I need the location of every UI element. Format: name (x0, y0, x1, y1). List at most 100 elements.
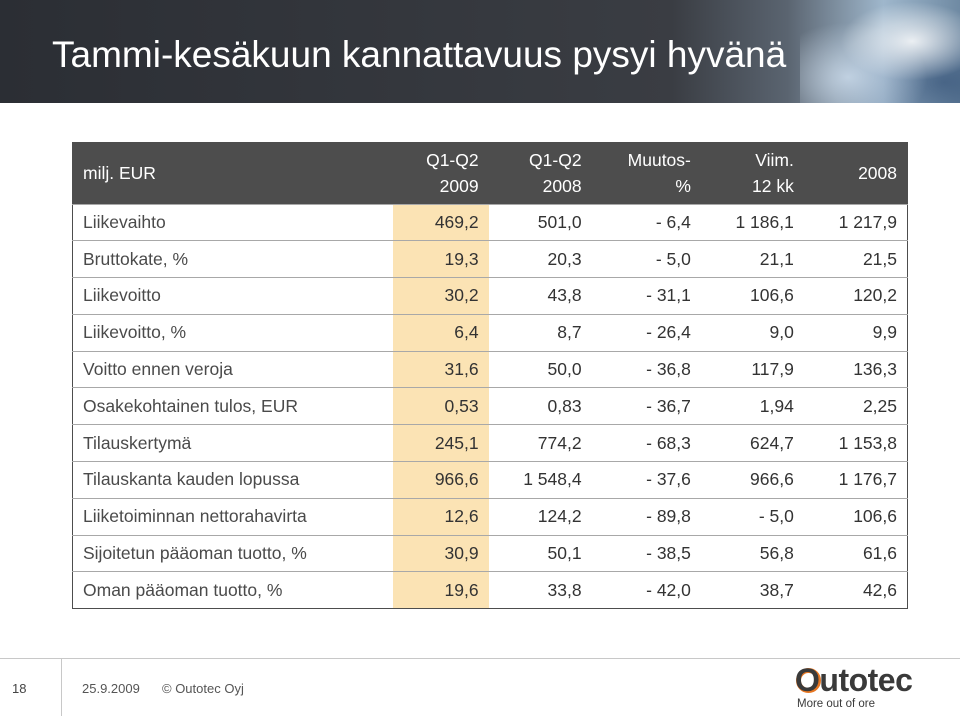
table-cell: 6,4 (393, 314, 489, 352)
table-cell: 30,2 (393, 277, 489, 315)
table-cell: 966,6 (393, 461, 489, 499)
table-cell: 12,6 (393, 498, 489, 536)
header-line2: 2009 (439, 175, 479, 196)
table-cell: - 6,4 (591, 204, 701, 242)
table-row: Tilauskanta kauden lopussa 966,6 1 548,4- … (72, 461, 908, 499)
header-line1: Viim. (755, 149, 794, 170)
table-cell: 38,7 (700, 571, 804, 610)
footer-divider (0, 658, 960, 659)
table-row: Liiketoiminnan nettorahavirta 12,6 124,2- … (72, 498, 908, 536)
row-label: Osakekohtainen tulos, EUR (72, 387, 394, 426)
table-cell: 624,7 (700, 424, 804, 463)
table-cell: 43,8 (488, 277, 592, 315)
table-cell: 106,6 (803, 498, 908, 536)
table-cell: 117,9 (700, 351, 804, 389)
table-cell: 120,2 (803, 277, 908, 315)
table-cell: - 5,0 (700, 498, 804, 536)
table-cell: 124,2 (488, 498, 592, 536)
header-line2: 12 kk (752, 175, 794, 196)
logo-tagline: More out of ore (797, 698, 875, 710)
outotec-logo: Outotec More out of ore (795, 662, 915, 714)
table-row: Liikevoitto, % 6,4 8,7- 26,4 9,0 9,9 (72, 314, 908, 352)
row-label: Voitto ennen veroja (72, 351, 394, 389)
header-q1q2-2008: Q1-Q2 2008 (488, 142, 592, 205)
table-cell: 966,6 (700, 461, 804, 499)
table-cell: - 38,5 (591, 535, 701, 573)
header-unit: milj. EUR (72, 142, 394, 205)
table-cell: 50,0 (488, 351, 592, 389)
table-cell: 30,9 (393, 535, 489, 573)
footer-date: 25.9.2009 (82, 681, 140, 696)
table-cell: 1 153,8 (803, 424, 908, 463)
header-line2: % (675, 175, 691, 196)
header-line1: Q1-Q2 (426, 149, 479, 170)
table-cell: 1 186,1 (700, 204, 804, 242)
table-cell: - 31,1 (591, 277, 701, 315)
table-row: Bruttokate, % 19,3 20,3- 5,0 21,1 21,5 (72, 240, 908, 279)
header-line1: Q1-Q2 (529, 149, 582, 170)
table-cell: - 42,0 (591, 571, 701, 610)
logo-wordmark: Outotec (795, 662, 913, 698)
table-cell: 136,3 (803, 351, 908, 389)
header-q1q2-2009: Q1-Q2 2009 (393, 142, 489, 205)
table-cell: - 26,4 (591, 314, 701, 352)
header-change-pct: Muutos- % (591, 142, 701, 205)
table-cell: 61,6 (803, 535, 908, 573)
row-label: Bruttokate, % (72, 240, 394, 279)
table-cell: 20,3 (488, 240, 592, 279)
header-wave-image (800, 0, 960, 103)
header-line2: 2008 (542, 175, 582, 196)
table-cell: 9,9 (803, 314, 908, 352)
table-cell: 1 217,9 (803, 204, 908, 242)
table-cell: 106,6 (700, 277, 804, 315)
slide-header: Tammi-kesäkuun kannattavuus pysyi hyvänä (0, 0, 960, 103)
slide-title: Tammi-kesäkuun kannattavuus pysyi hyvänä (52, 34, 787, 75)
table-cell: 56,8 (700, 535, 804, 573)
financials-table: milj. EUR Q1-Q2 2009 Q1-Q2 2008 Muutos- … (72, 142, 908, 610)
table-cell: 469,2 (393, 204, 489, 242)
table-cell: 8,7 (488, 314, 592, 352)
row-label: Sijoitetun pääoman tuotto, % (72, 535, 394, 573)
table-row: Oman pääoman tuotto, % 19,6 33,8- 42,0 38,7… (72, 571, 908, 610)
table-row: Liikevaihto 469,2 501,0- 6,4 1 186,1 1 217,9 (72, 204, 908, 242)
row-label: Liikevaihto (72, 204, 394, 242)
table-row: Voitto ennen veroja 31,6 50,0- 36,8 117,9 13… (72, 351, 908, 389)
table-cell: 21,5 (803, 240, 908, 279)
table-cell: - 68,3 (591, 424, 701, 463)
table-cell: 2,25 (803, 387, 908, 426)
footer-copyright: © Outotec Oyj (162, 681, 244, 696)
table-cell: 1 176,7 (803, 461, 908, 499)
table-cell: 19,3 (393, 240, 489, 279)
row-label: Tilauskertymä (72, 424, 394, 463)
table-cell: 42,6 (803, 571, 908, 610)
table-header-row: milj. EUR Q1-Q2 2009 Q1-Q2 2008 Muutos- … (72, 142, 908, 205)
row-label: Liikevoitto (72, 277, 394, 315)
table-cell: 774,2 (488, 424, 592, 463)
table-cell: 0,83 (488, 387, 592, 426)
table-row: Osakekohtainen tulos, EUR 0,53 0,83- 36,7 1… (72, 387, 908, 426)
table-cell: - 89,8 (591, 498, 701, 536)
table-cell: - 37,6 (591, 461, 701, 499)
header-line2: 2008 (858, 162, 897, 183)
table-cell: 21,1 (700, 240, 804, 279)
table-cell: - 5,0 (591, 240, 701, 279)
table-row: Liikevoitto 30,2 43,8- 31,1 106,6 120,2 (72, 277, 908, 315)
page-number: 18 (0, 659, 62, 716)
header-last-12m: Viim. 12 kk (700, 142, 804, 205)
table-cell: - 36,7 (591, 387, 701, 426)
table-cell: 1 548,4 (488, 461, 592, 499)
row-label: Tilauskanta kauden lopussa (72, 461, 394, 499)
table-cell: 31,6 (393, 351, 489, 389)
table-body: Liikevaihto 469,2 501,0- 6,4 1 186,1 1 217,9… (72, 204, 908, 610)
header-unit-label: milj. EUR (83, 162, 156, 183)
table-row: Tilauskertymä 245,1 774,2- 68,3 624,7 1 153,… (72, 424, 908, 463)
row-label: Oman pääoman tuotto, % (72, 571, 394, 610)
table-cell: 33,8 (488, 571, 592, 610)
table-cell: 501,0 (488, 204, 592, 242)
logo-o-mark (796, 668, 821, 693)
table-cell: 19,6 (393, 571, 489, 610)
header-line1: Muutos- (627, 149, 691, 170)
table-row: Sijoitetun pääoman tuotto, % 30,9 50,1- 38… (72, 535, 908, 573)
header-2008: 2008 (803, 142, 908, 205)
table-cell: - 36,8 (591, 351, 701, 389)
